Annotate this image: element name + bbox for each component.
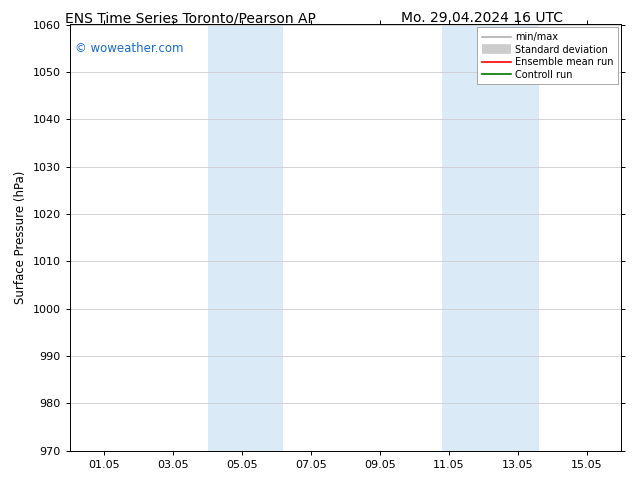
Y-axis label: Surface Pressure (hPa): Surface Pressure (hPa) — [14, 171, 27, 304]
Text: © woweather.com: © woweather.com — [75, 42, 184, 54]
Legend: min/max, Standard deviation, Ensemble mean run, Controll run: min/max, Standard deviation, Ensemble me… — [477, 27, 618, 84]
Bar — [442, 24, 538, 451]
Text: ENS Time Series Toronto/Pearson AP: ENS Time Series Toronto/Pearson AP — [65, 11, 316, 25]
Text: Mo. 29.04.2024 16 UTC: Mo. 29.04.2024 16 UTC — [401, 11, 563, 25]
Bar — [207, 24, 283, 451]
